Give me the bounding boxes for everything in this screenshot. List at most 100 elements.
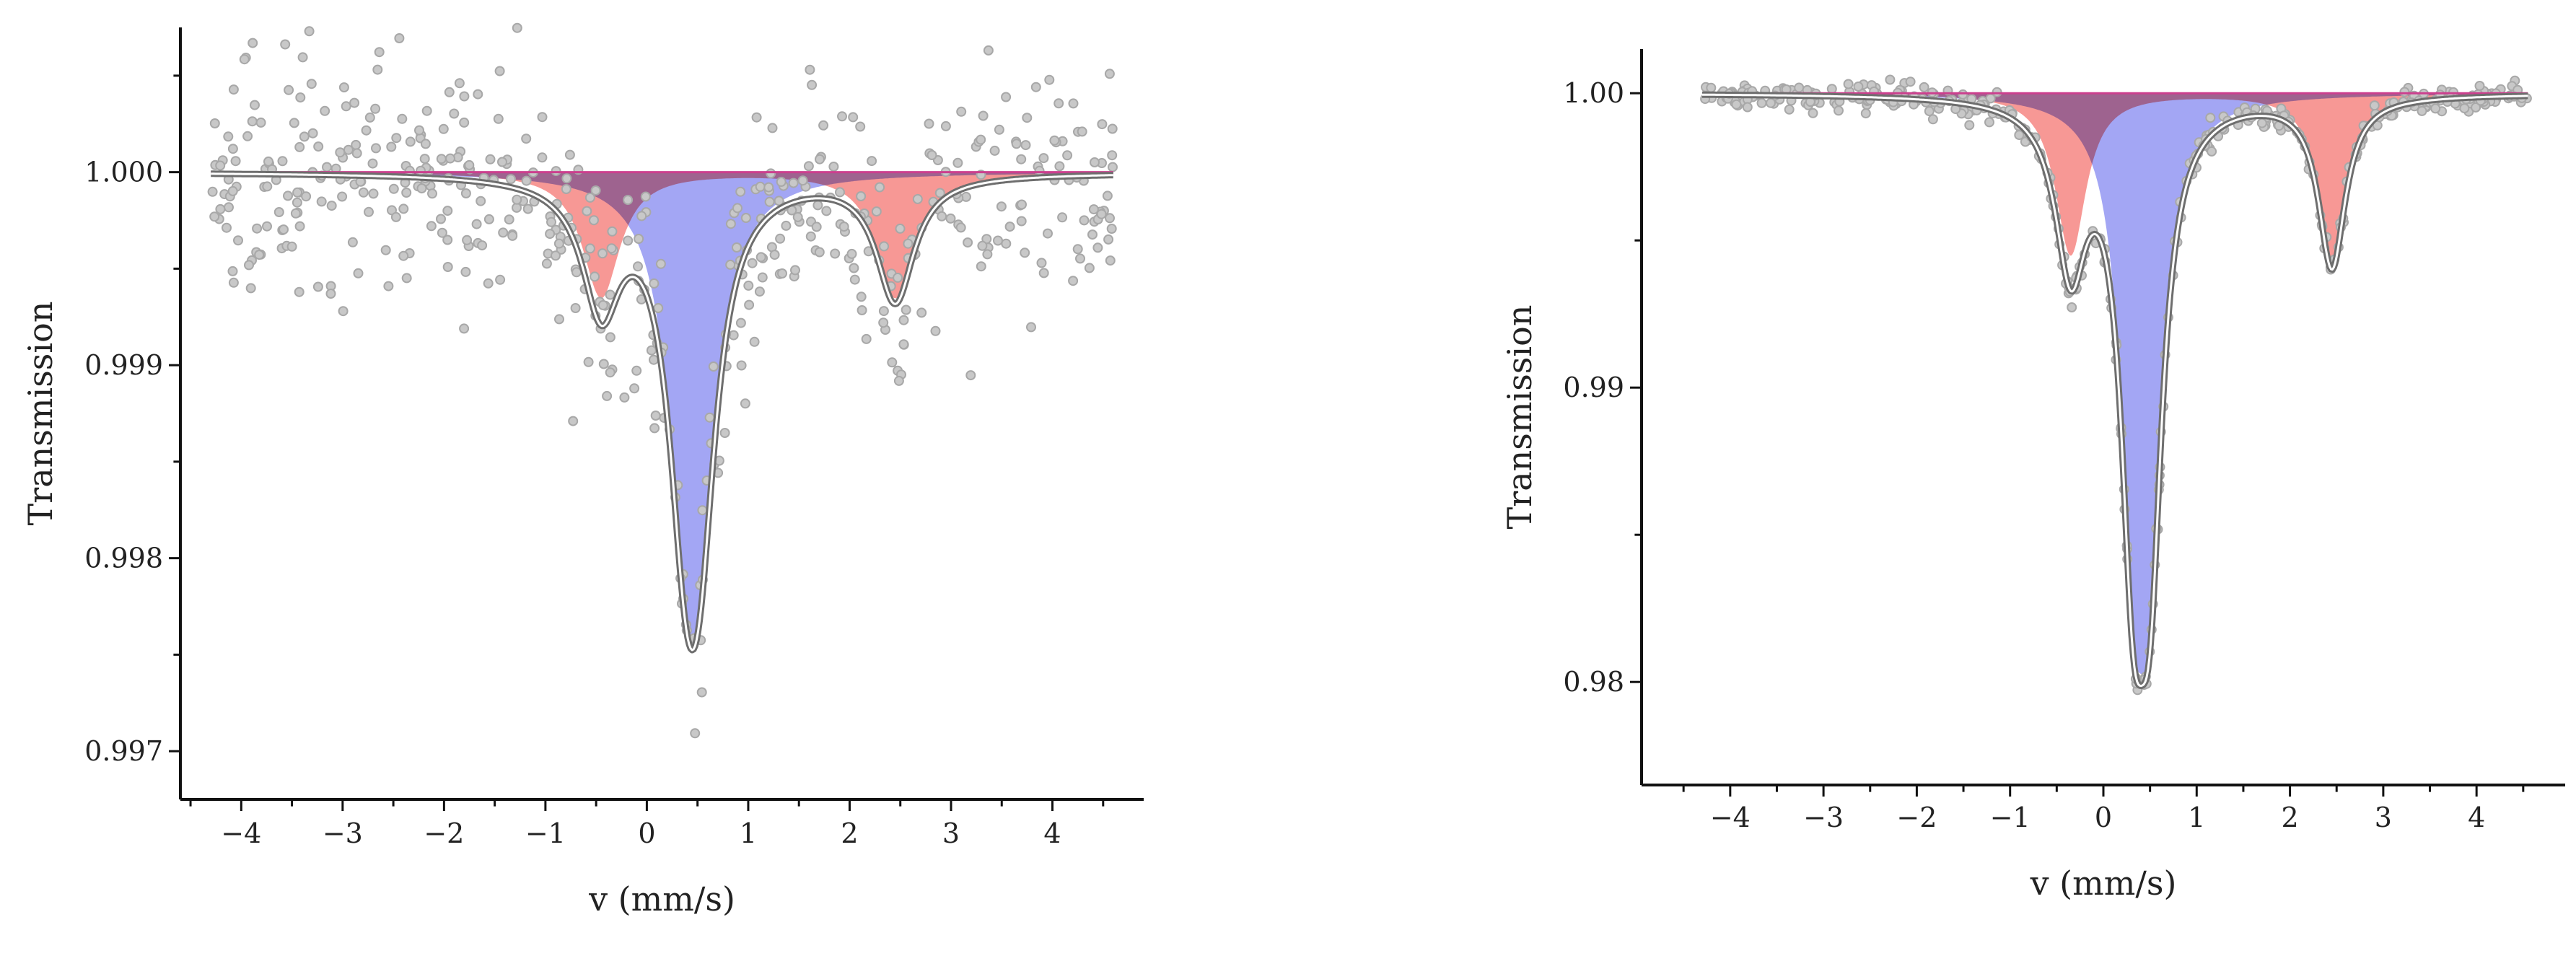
data-point: [295, 92, 306, 103]
data-point: [426, 221, 437, 232]
data-point: [292, 187, 303, 198]
data-point: [743, 280, 754, 291]
data-point: [2471, 102, 2481, 113]
data-point: [551, 250, 561, 261]
data-point: [292, 197, 302, 208]
data-point: [290, 208, 301, 219]
data-point: [1784, 104, 1795, 115]
y-tick-label: 0.999: [84, 349, 163, 381]
data-point: [273, 207, 284, 217]
data-point: [983, 45, 994, 56]
data-point: [471, 219, 482, 229]
data-point: [2207, 146, 2217, 157]
x-tick-label: 0: [2095, 802, 2112, 833]
data-point: [338, 82, 349, 93]
data-point: [289, 118, 299, 128]
data-point: [1043, 228, 1053, 239]
data-point: [1062, 150, 1073, 161]
x-tick-label: 2: [2281, 802, 2298, 833]
data-point: [861, 333, 872, 344]
data-point: [952, 157, 963, 168]
data-point: [227, 144, 238, 154]
data-point: [553, 238, 564, 249]
data-point: [1834, 105, 1844, 116]
doublet-1-area: [211, 172, 1113, 299]
data-point: [1084, 263, 1095, 273]
data-point: [757, 272, 768, 283]
data-point: [245, 283, 256, 294]
data-point: [473, 89, 483, 100]
data-point: [460, 266, 471, 277]
x-tick-label: −3: [1803, 802, 1844, 833]
data-point: [364, 112, 375, 123]
data-point: [397, 113, 408, 124]
data-point: [965, 370, 976, 381]
data-point: [506, 174, 516, 185]
data-point: [1090, 157, 1100, 167]
data-point: [1038, 268, 1049, 279]
data-point: [605, 332, 615, 343]
data-point: [297, 52, 308, 63]
data-point: [521, 133, 532, 144]
data-point: [561, 173, 572, 184]
data-point: [358, 187, 369, 198]
data-point: [561, 184, 571, 194]
data-point: [372, 64, 383, 75]
data-point: [755, 181, 766, 192]
data-point: [606, 243, 617, 254]
x-tick-label: −1: [1990, 802, 2030, 833]
x-tick-label: 2: [841, 817, 858, 849]
data-point: [583, 356, 594, 367]
data-point: [394, 33, 405, 43]
y-axis-title: Transmission: [1500, 305, 1539, 530]
data-point: [1017, 199, 1027, 210]
data-point: [590, 185, 601, 196]
data-point: [483, 278, 494, 289]
data-point: [749, 336, 760, 347]
data-point: [551, 166, 561, 177]
data-point: [1016, 154, 1027, 165]
data-point: [589, 215, 599, 226]
data-point: [371, 143, 381, 154]
data-point: [388, 183, 399, 194]
data-point: [764, 196, 775, 207]
data-point: [597, 300, 608, 310]
data-point: [993, 235, 1003, 246]
data-point: [754, 286, 765, 297]
data-point: [1072, 244, 1083, 255]
data-point: [937, 211, 947, 222]
data-point: [774, 196, 784, 206]
data-point: [735, 317, 746, 328]
data-point: [326, 201, 337, 211]
data-point: [1054, 161, 1065, 172]
data-point: [493, 113, 504, 124]
data-point: [507, 230, 518, 241]
data-point: [1088, 204, 1099, 215]
data-point: [807, 79, 818, 90]
data-point: [963, 237, 973, 248]
data-point: [436, 214, 446, 224]
data-point: [977, 240, 988, 251]
data-point: [815, 154, 825, 165]
data-point: [401, 188, 412, 198]
chart-left: −4 −3 −2 −1 0 1 2 3 4 1.000 0.999 0.998 0.997 v (mm/s…: [21, 22, 1144, 918]
data-point: [736, 360, 747, 371]
data-point: [878, 317, 889, 328]
data-point: [1105, 255, 1116, 266]
data-point: [286, 241, 297, 252]
data-point: [1044, 74, 1055, 85]
data-point: [247, 116, 258, 127]
data-point: [512, 194, 522, 205]
data-point: [1964, 120, 1975, 131]
data-point: [495, 274, 506, 285]
data-point: [945, 213, 956, 224]
data-point: [1001, 92, 1012, 102]
data-point: [629, 383, 640, 394]
data-point: [1794, 82, 1805, 93]
y-tick-label: 0.998: [84, 543, 163, 574]
data-point: [805, 231, 816, 242]
data-point: [230, 156, 241, 167]
data-point: [777, 268, 787, 279]
data-point: [436, 154, 447, 165]
data-point: [912, 193, 923, 204]
